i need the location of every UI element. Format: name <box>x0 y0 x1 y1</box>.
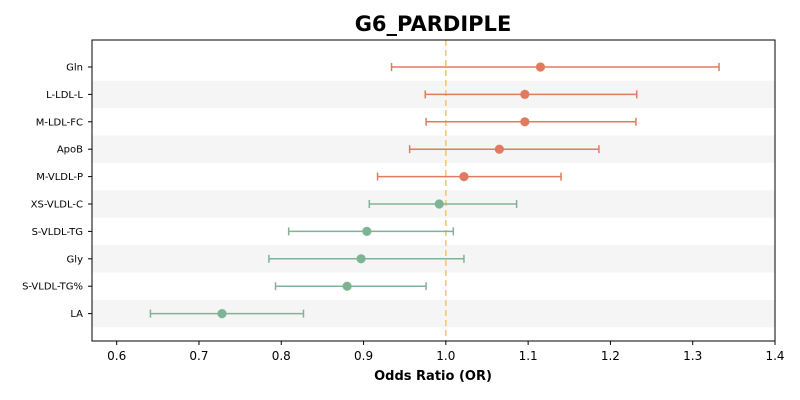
y-tick-label: M-LDL-FC <box>36 117 83 128</box>
or-point <box>494 144 504 154</box>
plot-frame <box>91 39 776 342</box>
x-tick-label: 1.1 <box>519 349 538 363</box>
y-tick-label: ApoB <box>57 145 83 156</box>
y-tick-label: S-VLDL-TG <box>32 227 83 238</box>
or-point <box>459 172 469 182</box>
x-tick-label: 0.8 <box>272 349 291 363</box>
or-point <box>217 309 227 319</box>
x-tick-label: 0.6 <box>107 349 126 363</box>
or-point <box>342 281 352 291</box>
y-tick-label: XS-VLDL-C <box>31 200 83 211</box>
x-tick-label: 1.3 <box>683 349 702 363</box>
x-tick-label: 0.9 <box>354 349 373 363</box>
x-tick-label: 1.0 <box>436 349 455 363</box>
x-tick-label: 1.4 <box>765 349 784 363</box>
y-tick-label: Gly <box>67 254 84 265</box>
chart-title: G6_PARDIPLE <box>355 12 512 36</box>
or-point <box>520 89 530 99</box>
y-tick-label: Gln <box>66 63 83 74</box>
or-point <box>356 254 366 264</box>
plot-area: Gln L-LDL-L M-LDL-FC ApoB M-VLDL-P XS-VLDL-C S… <box>22 40 785 363</box>
or-point <box>362 226 372 236</box>
x-tick-label: 1.2 <box>601 349 620 363</box>
y-tick-label: L-LDL-L <box>46 90 83 101</box>
y-tick-label: M-VLDL-P <box>36 172 83 183</box>
or-point <box>520 117 530 127</box>
or-point <box>535 62 546 72</box>
x-axis-label: Odds Ratio (OR) <box>374 369 492 384</box>
x-tick-label: 0.7 <box>189 349 208 363</box>
y-tick-label: S-VLDL-TG% <box>22 282 83 293</box>
y-tick-label: LA <box>70 309 83 320</box>
or-point <box>434 199 444 209</box>
